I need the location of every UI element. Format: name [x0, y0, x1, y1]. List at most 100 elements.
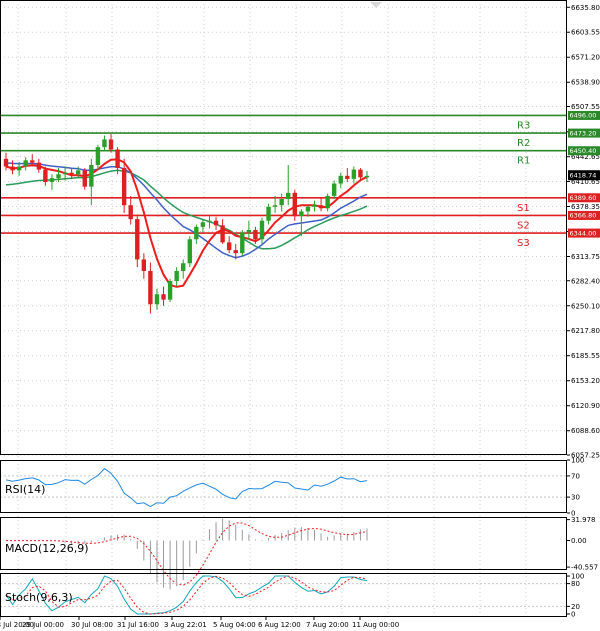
candle-body — [161, 294, 166, 300]
price-tick-label: 6507.55 — [571, 103, 600, 111]
shift-marker-icon — [370, 2, 382, 8]
indicator-tick-label: 100 — [571, 457, 584, 465]
price-tick-label: 6313.75 — [571, 253, 600, 261]
candle-body — [299, 211, 304, 217]
rsi-pane[interactable]: 100 70 30 0 RSI(14) — [0, 457, 584, 518]
candle-body — [358, 169, 363, 178]
candle-body — [325, 195, 330, 209]
candle-body — [194, 226, 199, 240]
indicator-tick-label: 70 — [571, 472, 580, 480]
candle-body — [76, 170, 81, 175]
candle-body — [82, 170, 87, 187]
stoch-title: Stoch(9,6,3) — [5, 591, 73, 604]
time-tick-label: 30 Jul 08:00 — [71, 621, 113, 629]
candle-body — [49, 178, 55, 183]
level-name-r3: R3 — [517, 120, 530, 131]
candle-body — [3, 158, 9, 167]
level-price-box — [568, 146, 600, 156]
candle-body — [200, 222, 206, 227]
candle-body — [174, 271, 179, 282]
candle-body — [233, 250, 238, 254]
candle-body — [213, 220, 219, 226]
indicator-tick-label: 30 — [571, 494, 580, 502]
time-tick-label: 28 Jul 20:00 — [0, 621, 34, 629]
pane-border — [0, 573, 567, 617]
candle-body — [10, 166, 15, 171]
price-pane[interactable]: R3 R2 R1 S1 S2 S3 — [0, 114, 567, 314]
price-tick-label: 6378.35 — [571, 203, 600, 211]
support-resistance-levels: R3 R2 R1 S1 S2 S3 — [0, 114, 567, 249]
level-price-box — [568, 193, 600, 203]
candle-body — [181, 263, 186, 272]
candle-body — [305, 206, 311, 212]
candle-body — [292, 192, 297, 217]
indicator-tick-label: 0.00 — [571, 537, 587, 545]
level-price-box — [568, 210, 600, 220]
indicator-tick-label: 20 — [571, 603, 580, 611]
pane-border — [0, 517, 567, 570]
candle-body — [95, 147, 101, 165]
indicator-tick-label: 80 — [571, 580, 580, 588]
stoch-d-line — [5, 575, 368, 615]
time-tick-label: 31 Jul 16:00 — [117, 621, 159, 629]
ma-slow-line — [5, 169, 368, 250]
price-tick-label: 6153.20 — [571, 377, 600, 385]
candle-body — [364, 175, 370, 178]
rsi-line — [5, 467, 368, 508]
candle-body — [279, 199, 284, 206]
time-tick-label: 7 Aug 20:00 — [306, 621, 349, 629]
candle-body — [338, 175, 343, 184]
level-price-box — [568, 110, 600, 120]
candle-body — [207, 220, 212, 223]
candle-body — [135, 219, 140, 260]
price-tick-label: 6185.55 — [571, 352, 600, 360]
candle-body — [154, 294, 160, 305]
indicator-tick-label: 0 — [571, 610, 575, 618]
level-price-label: 6473.20 — [570, 129, 597, 137]
candle-body — [16, 166, 22, 171]
candle-body — [121, 168, 127, 206]
candle-body — [187, 239, 192, 264]
price-tick-label: 6250.10 — [571, 302, 600, 310]
price-tick-label: 6088.60 — [571, 427, 600, 435]
level-name-s2: S2 — [517, 220, 530, 231]
candle-body — [240, 232, 245, 254]
candle-body — [141, 259, 147, 272]
price-tick-label: 6410.65 — [571, 178, 600, 186]
price-tick-label: 6217.80 — [571, 327, 600, 335]
indicator-tick-label: 0 — [571, 510, 575, 518]
indicator-tick-label: -40.557 — [571, 564, 598, 572]
price-tick-label: 6120.90 — [571, 402, 600, 410]
candle-body — [36, 162, 42, 170]
macd-signal-line — [6, 522, 368, 586]
time-tick-label: 29 Jul 00:00 — [22, 621, 64, 629]
indicator-tick-label: 31.978 — [571, 516, 596, 524]
candle-body — [148, 271, 153, 305]
price-tick-label: 6635.80 — [571, 4, 600, 12]
price-axis: 6635.806603.556571.206538.906507.556474.… — [567, 4, 600, 460]
moving-averages — [5, 158, 368, 288]
candle-body — [102, 139, 107, 148]
candle-body — [259, 220, 265, 240]
price-tick-label: 6538.90 — [571, 79, 600, 87]
candle-body — [246, 229, 252, 233]
candle-body — [226, 242, 232, 251]
level-price-label: 6366.80 — [570, 212, 597, 220]
candle-body — [69, 172, 74, 175]
level-price-box — [568, 128, 600, 138]
pane-border — [0, 0, 567, 455]
macd-pane[interactable]: 31.978 0.00 -40.557 MACD(12,26,9) — [5, 516, 598, 590]
candle-body — [128, 205, 133, 220]
macd-title: MACD(12,26,9) — [5, 542, 89, 555]
price-tick-label: 6571.20 — [571, 54, 600, 62]
candle-body — [108, 139, 114, 150]
candle-body — [23, 160, 28, 167]
price-tick-label: 6057.25 — [571, 452, 600, 460]
time-tick-label: 11 Aug 00:00 — [352, 621, 399, 629]
time-tick-label: 3 Aug 22:01 — [164, 621, 207, 629]
level-price-label: 6450.40 — [570, 147, 597, 155]
chart-grid — [0, 0, 567, 620]
